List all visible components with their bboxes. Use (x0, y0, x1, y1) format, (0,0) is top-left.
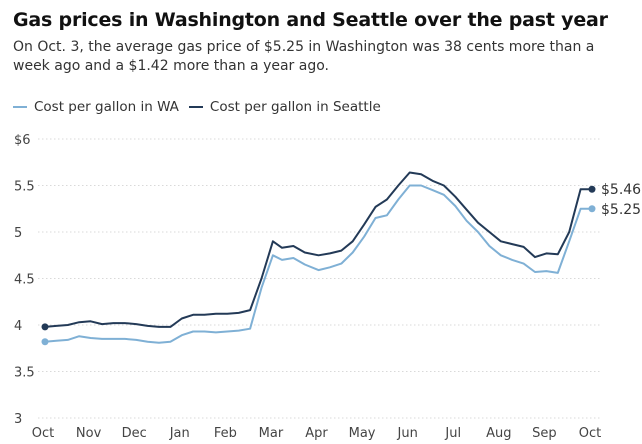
y-tick-label: 4.5 (14, 273, 35, 288)
series-start-marker-1 (41, 323, 49, 331)
series-layer (41, 171, 596, 346)
legend-item-seattle: Cost per gallon in Seattle (188, 99, 381, 115)
series-line-0 (44, 184, 593, 344)
y-tick-label: 5 (14, 226, 22, 241)
y-tick-label: 3 (14, 412, 22, 427)
y-tick-label: 5.5 (14, 180, 35, 195)
label-layer: 3 3.5 4 4.5 5 5.5 $6 Oct Nov Dec Jan Feb Mar Apr May Ju… (14, 133, 641, 441)
chart-title: Gas prices in Washington and Seattle ove… (13, 9, 608, 31)
legend-label-seattle: Cost per gallon in Seattle (209, 99, 381, 115)
x-tick-label: Oct (32, 426, 54, 441)
x-tick-label: Jul (444, 426, 461, 441)
y-tick-label: 3.5 (14, 366, 35, 381)
x-tick-label: Mar (259, 426, 284, 441)
series-end-label-0: $5.25 (601, 202, 641, 218)
x-tick-label: Nov (76, 426, 102, 441)
series-end-label-1: $5.46 (601, 182, 641, 198)
x-tick-label: Jan (169, 426, 190, 441)
x-tick-label: Oct (579, 426, 601, 441)
legend-label-wa: Cost per gallon in WA (34, 99, 179, 115)
legend-swatch-seattle (188, 106, 203, 108)
legend: Cost per gallon in WA Cost per gallon in… (13, 99, 391, 115)
x-tick-label: Sep (532, 426, 557, 441)
x-tick-label: Feb (214, 426, 237, 441)
legend-item-wa: Cost per gallon in WA (13, 99, 179, 115)
x-tick-label: May (349, 426, 376, 441)
series-line-1 (44, 171, 593, 328)
series-start-marker-0 (41, 338, 49, 346)
y-tick-label: 4 (14, 319, 22, 334)
chart-subtitle: On Oct. 3, the average gas price of $5.2… (13, 39, 595, 74)
y-tick-label: $6 (14, 133, 31, 148)
x-tick-label: Apr (305, 426, 328, 441)
series-end-marker-1 (588, 185, 596, 193)
legend-swatch-wa (13, 106, 27, 108)
series-end-marker-0 (588, 205, 596, 213)
x-tick-label: Jun (397, 426, 418, 441)
grid-layer (38, 138, 600, 419)
x-tick-label: Aug (486, 426, 511, 441)
x-tick-label: Dec (122, 426, 147, 441)
